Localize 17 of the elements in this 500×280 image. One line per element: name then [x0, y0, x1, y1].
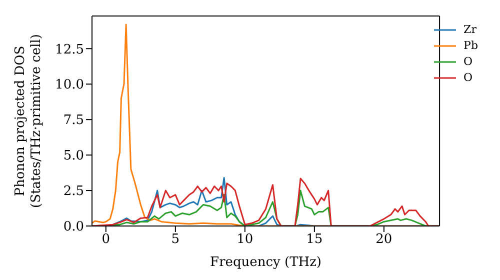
x-tick-label: 0 [102, 232, 110, 248]
y-tick-label: 0.0 [63, 220, 84, 235]
y-tick-label: 12.5 [55, 42, 84, 58]
y-tick-label: 7.5 [63, 113, 84, 128]
legend-label: O [464, 70, 473, 86]
x-axis-title: Frequency (THz) [210, 255, 322, 270]
legend-label: O [464, 54, 473, 70]
x-tick-label: 10 [236, 232, 254, 248]
y-tick-label: 10.0 [55, 78, 84, 93]
legend-label: Zr [464, 22, 476, 38]
y-tick-label: 5.0 [63, 148, 84, 164]
x-tick-label: 20 [376, 232, 392, 248]
y-tick-label: 2.5 [63, 184, 84, 200]
legend-label: Pb [464, 38, 478, 54]
x-tick-label: 15 [306, 232, 323, 248]
y-axis-title: Phonon projected DOS (States/THz·primitive cell) [13, 34, 44, 208]
x-tick-label: 5 [171, 232, 180, 248]
